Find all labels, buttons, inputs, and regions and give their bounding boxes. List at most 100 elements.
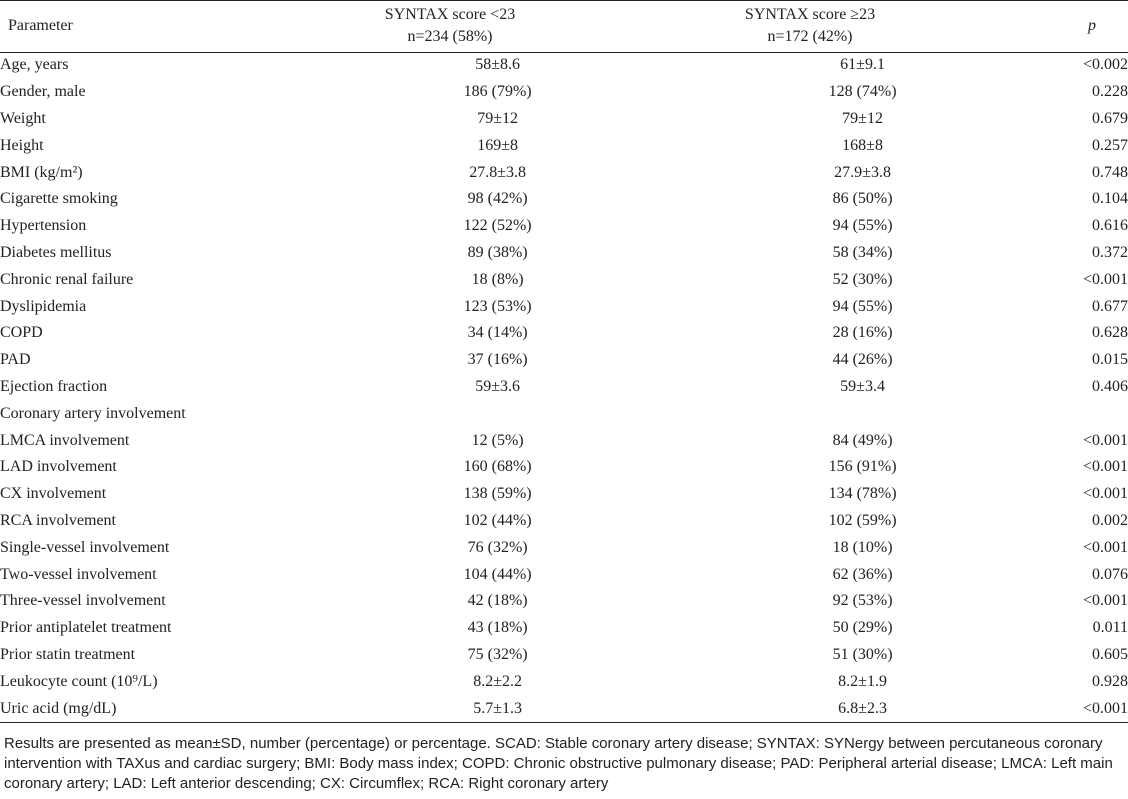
row-p-value: 0.616 (1092, 217, 1128, 235)
row-value-low: 169±8 (477, 136, 519, 154)
header-group-low-title: SYNTAX score <23 (384, 6, 516, 23)
row-parameter: BMI (kg/m²) (0, 163, 83, 181)
row-value-high: 79±12 (842, 109, 883, 127)
table-row: Diabetes mellitus 89 (38%) 58 (34%) 0.372 (0, 240, 1128, 267)
row-value-low: 89 (38%) (467, 243, 528, 261)
row-p-value: 0.748 (1092, 163, 1128, 181)
row-p-value: <0.001 (1082, 431, 1128, 449)
table-row: Height 169±8 168±8 0.257 (0, 132, 1128, 159)
row-p-value: <0.001 (1082, 592, 1128, 610)
row-value-low: 37 (16%) (467, 351, 528, 369)
row-p-value: 0.372 (1092, 243, 1128, 261)
row-value-high: 6.8±2.3 (838, 699, 887, 717)
row-p-value: 0.677 (1092, 297, 1128, 315)
row-value-high: 84 (49%) (832, 431, 893, 449)
row-p-value: <0.001 (1082, 538, 1128, 556)
row-value-high: 128 (74%) (828, 83, 897, 101)
row-value-high: 18 (10%) (832, 538, 893, 556)
row-value-low: 75 (32%) (467, 645, 528, 663)
table-row: Three-vessel involvement 42 (18%) 92 (53%)… (0, 588, 1128, 615)
table-row: Leukocyte count (10⁹/L) 8.2±2.2 8.2±1.9 0.9… (0, 668, 1128, 695)
table-row: RCA involvement 102 (44%) 102 (59%) 0.002 (0, 508, 1128, 535)
row-p-value: 0.015 (1092, 351, 1128, 369)
row-p-value: <0.001 (1082, 458, 1128, 476)
row-value-high: 51 (30%) (832, 645, 893, 663)
row-value-high: 44 (26%) (832, 351, 893, 369)
row-p-value: <0.002 (1082, 56, 1128, 74)
row-parameter: Coronary artery involvement (0, 404, 186, 422)
row-p-value: 0.228 (1092, 83, 1128, 101)
row-parameter: Weight (0, 109, 46, 127)
row-value-high: 94 (55%) (832, 217, 893, 235)
row-value-low: 43 (18%) (467, 619, 528, 637)
row-value-low: 186 (79%) (463, 83, 532, 101)
row-value-high: 86 (50%) (832, 190, 893, 208)
table-row: Dyslipidemia 123 (53%) 94 (55%) 0.677 (0, 293, 1128, 320)
row-p-value: 0.104 (1092, 190, 1128, 208)
table-row: COPD 34 (14%) 28 (16%) 0.628 (0, 320, 1128, 347)
header-group-high: SYNTAX score ≥23 n=172 (42%) (660, 4, 960, 56)
top-rule (0, 0, 1128, 1)
row-value-high: 28 (16%) (832, 324, 893, 342)
row-p-value: 0.605 (1092, 645, 1128, 663)
row-value-high: 62 (36%) (832, 565, 893, 583)
row-p-value: 0.257 (1092, 136, 1128, 154)
row-value-low: 58±8.6 (475, 56, 521, 74)
table-row: PAD 37 (16%) 44 (26%) 0.015 (0, 347, 1128, 374)
header-group-high-n: n=172 (42%) (767, 28, 853, 45)
header-group-low-n: n=234 (58%) (407, 28, 493, 45)
row-value-low: 138 (59%) (463, 485, 532, 503)
row-value-high: 156 (91%) (828, 458, 897, 476)
row-parameter: Ejection fraction (0, 377, 108, 395)
row-parameter: LAD involvement (0, 458, 117, 476)
table-row: Ejection fraction 59±3.6 59±3.4 0.406 (0, 374, 1128, 401)
row-p-value: 0.928 (1092, 672, 1128, 690)
table-row: Uric acid (mg/dL) 5.7±1.3 6.8±2.3 <0.001 (0, 695, 1128, 722)
data-table: Age, years 58±8.6 61±9.1 <0.002 Gender, male… (0, 52, 1128, 722)
row-value-high (664, 400, 1062, 427)
row-parameter: Three-vessel involvement (0, 592, 166, 610)
row-value-high: 58 (34%) (832, 243, 893, 261)
header-group-high-title: SYNTAX score ≥23 (744, 6, 876, 23)
row-value-low: 34 (14%) (467, 324, 528, 342)
table-row: Prior statin treatment 75 (32%) 51 (30%) 0.… (0, 642, 1128, 669)
table-row: Age, years 58±8.6 61±9.1 <0.002 (0, 52, 1128, 79)
row-parameter: Uric acid (mg/dL) (0, 699, 117, 717)
table-row: Weight 79±12 79±12 0.679 (0, 106, 1128, 133)
row-value-high: 92 (53%) (832, 592, 893, 610)
row-parameter: Single-vessel involvement (0, 538, 170, 556)
row-value-low: 27.8±3.8 (469, 163, 527, 181)
row-value-low: 104 (44%) (463, 565, 532, 583)
row-value-low: 123 (53%) (463, 297, 532, 315)
row-p-value: <0.001 (1082, 485, 1128, 503)
row-parameter: Age, years (0, 56, 69, 74)
table-row: LMCA involvement 12 (5%) 84 (49%) <0.001 (0, 427, 1128, 454)
row-value-high: 59±3.4 (840, 377, 885, 395)
row-p-value: 0.406 (1092, 377, 1128, 395)
row-parameter: Gender, male (0, 83, 86, 101)
bottom-rule (0, 722, 1128, 723)
row-value-high: 168±8 (842, 136, 883, 154)
row-parameter: Leukocyte count (10⁹/L) (0, 672, 158, 690)
row-parameter: Prior statin treatment (0, 645, 136, 663)
row-value-high: 102 (59%) (828, 511, 897, 529)
header-parameter: Parameter (8, 17, 73, 34)
row-value-low: 59±3.6 (475, 377, 521, 395)
row-p-value: 0.011 (1092, 619, 1128, 637)
table-row: Cigarette smoking 98 (42%) 86 (50%) 0.104 (0, 186, 1128, 213)
row-parameter: Cigarette smoking (0, 190, 118, 208)
row-parameter: Chronic renal failure (0, 270, 134, 288)
table-row: Prior antiplatelet treatment 43 (18%) 50 (… (0, 615, 1128, 642)
row-p-value: 0.002 (1092, 511, 1128, 529)
row-parameter: Prior antiplatelet treatment (0, 619, 172, 637)
row-value-high: 52 (30%) (832, 270, 893, 288)
row-value-high: 50 (29%) (832, 619, 893, 637)
row-value-low: 18 (8%) (471, 270, 524, 288)
row-value-high: 94 (55%) (832, 297, 893, 315)
row-parameter: RCA involvement (0, 511, 116, 529)
row-parameter: Diabetes mellitus (0, 243, 112, 261)
row-p-value: 0.628 (1092, 324, 1128, 342)
table-row: Two-vessel involvement 104 (44%) 62 (36%) 0… (0, 561, 1128, 588)
row-parameter: LMCA involvement (0, 431, 130, 449)
